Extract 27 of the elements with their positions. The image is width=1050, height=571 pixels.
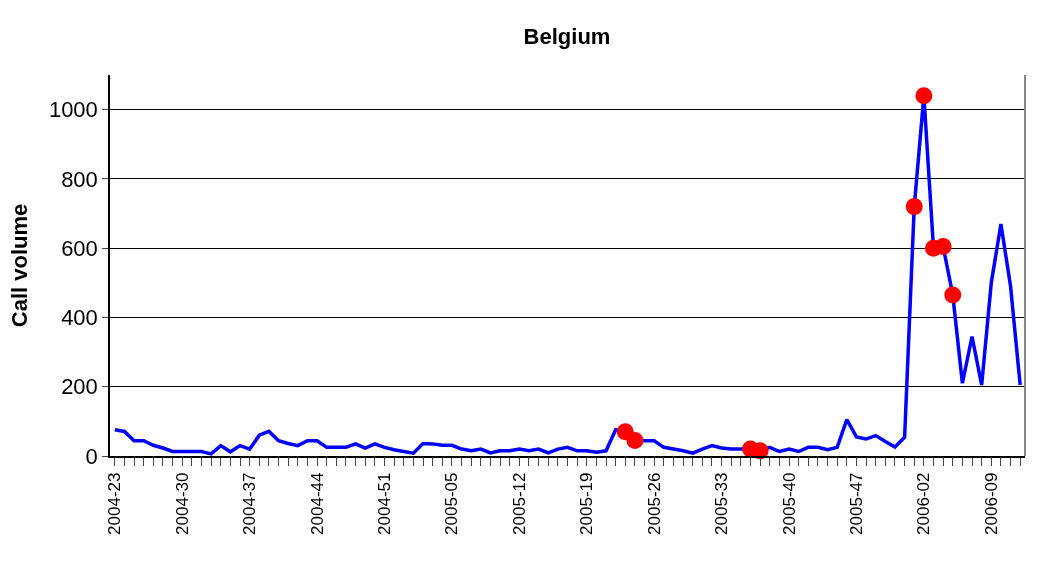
y-axis-title: Call volume [7,203,33,328]
point [944,286,962,304]
x-tick-label: 2005-47 [846,472,866,535]
x-tick-label: 2004-23 [105,472,125,535]
x-tick-label: 2004-30 [172,472,192,535]
chart-title: Belgium [523,23,611,49]
x-tick-label: 2004-37 [240,472,260,535]
x-tick-label: 2005-26 [644,472,664,535]
y-tick-label: 600 [61,235,98,261]
y-tick-label: 800 [61,166,98,192]
x-tick-label: 2005-05 [442,472,462,535]
x-tick-label: 2005-33 [712,472,732,535]
x-tick-label: 2005-12 [509,472,529,535]
y-tick-label: 400 [61,305,98,331]
point [915,87,933,105]
y-tick-label: 1000 [48,97,98,123]
x-tick-label: 2004-44 [307,472,327,535]
point [934,237,952,255]
x-tick-label: 2005-40 [779,472,799,535]
x-tick-label: 2005-19 [577,472,597,535]
point [626,431,644,449]
x-tick-label: 2006-02 [914,472,934,535]
x-tick-label: 2004-51 [375,472,395,535]
point [905,198,923,216]
x-tick-label: 2006-09 [981,472,1001,535]
y-tick-label: 0 [85,443,98,469]
y-tick-label: 200 [61,374,98,400]
